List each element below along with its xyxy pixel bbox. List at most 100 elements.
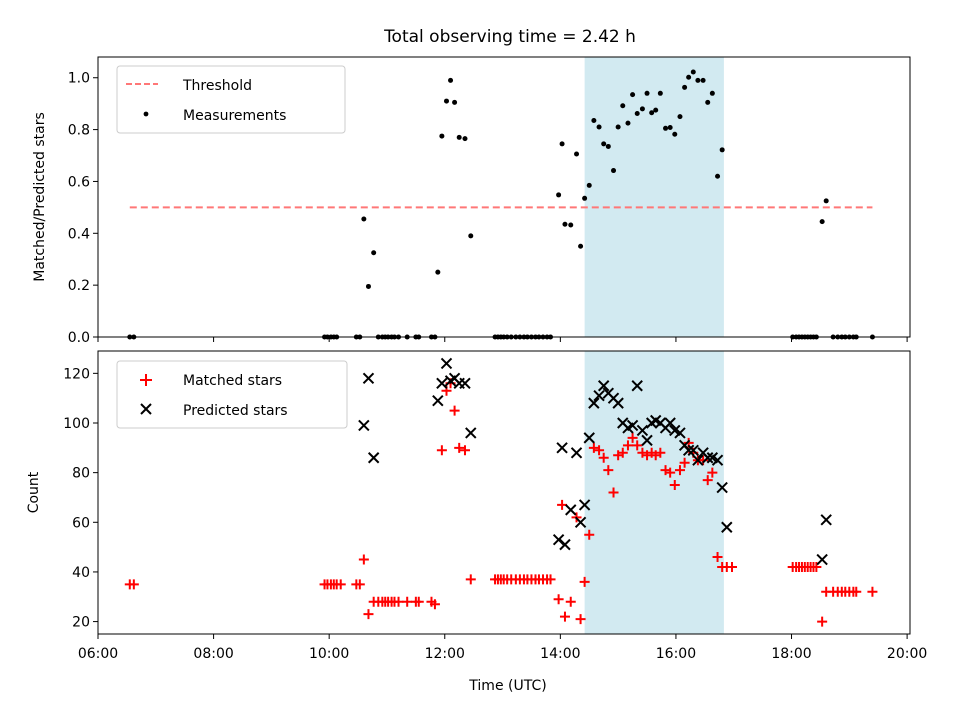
matched-star-point [811, 561, 822, 572]
matched-star-point [627, 432, 638, 443]
matched-star-point [702, 475, 713, 486]
measurement-point [556, 192, 562, 198]
predicted-star-point [612, 397, 624, 409]
matched-star-point [712, 552, 723, 563]
matched-star-point [851, 586, 862, 597]
measurement-point [677, 114, 683, 120]
matched-star-point [632, 440, 643, 451]
measurement-point [448, 77, 454, 83]
matched-star-point [608, 487, 619, 498]
predicted-star-point [362, 372, 375, 385]
measurement-point [611, 168, 617, 174]
matched-star-point [679, 457, 690, 468]
bottom-y-axis-label: Count [26, 471, 42, 513]
measurement-point [456, 134, 462, 140]
matched-star-point [669, 480, 680, 491]
measurement-point [371, 250, 377, 256]
predicted-star-point [820, 514, 832, 526]
matched-star-point [449, 405, 460, 416]
x-tick-label: 06:00 [78, 646, 118, 662]
y-tick-label: 120 [63, 366, 90, 382]
predicted-star-point [631, 380, 643, 392]
measurement-point [435, 269, 441, 275]
matched-star-point [465, 574, 476, 585]
measurement-point [686, 74, 692, 80]
measurement-point [439, 133, 445, 139]
legend-matched-swatch [140, 374, 152, 386]
chart-title: Total observing time = 2.42 h [383, 27, 636, 47]
matched-star-point [402, 596, 413, 607]
measurement-point [630, 92, 636, 98]
y-tick-label: 80 [72, 466, 90, 482]
top-x-ticks [97, 337, 908, 342]
measurement-point [625, 120, 631, 126]
x-tick-label: 18:00 [771, 646, 811, 662]
legend-threshold-label: Threshold [182, 78, 252, 94]
measurement-point [690, 69, 696, 75]
measurement-point [452, 99, 458, 105]
predicted-star-point [367, 452, 380, 464]
measurement-point [644, 90, 650, 96]
predicted-star-point [711, 454, 724, 466]
predicted-star-point [641, 434, 653, 447]
predicted-star-point [597, 380, 610, 392]
measurement-point [586, 182, 592, 188]
measurement-point [639, 106, 645, 112]
predicted-star-point [626, 419, 639, 432]
matched-star-point [436, 445, 447, 456]
measurement-point [719, 147, 725, 153]
predicted-star-point [436, 377, 448, 389]
matched-star-point [354, 579, 365, 590]
matched-star-point [579, 576, 590, 587]
measurement-point [653, 107, 659, 113]
predicted-star-point [559, 538, 571, 551]
measurement-point [591, 118, 597, 124]
matched-star-point [557, 499, 568, 510]
measurement-point [823, 198, 829, 204]
matched-star-point [867, 586, 878, 597]
matched-star-point [726, 561, 737, 572]
bottom-y-ticks: 20 40 60 80 100 120 [63, 366, 98, 631]
x-tick-label: 12:00 [425, 646, 465, 662]
legend-predicted-swatch [140, 403, 152, 415]
matched-star-point [429, 599, 440, 610]
predicted-star-point [816, 553, 828, 566]
measurement-point [657, 90, 663, 96]
bottom-x-ticks: 06:00 08:00 10:00 12:00 14:00 16:00 18:00 20:00 [78, 634, 927, 662]
predicted-star-point [682, 444, 695, 457]
matched-star-point [575, 614, 586, 625]
top-legend: Threshold Measurements [116, 65, 346, 134]
x-tick-label: 10:00 [309, 646, 349, 662]
y-tick-label: 60 [72, 515, 90, 531]
measurement-point [559, 141, 565, 147]
matched-star-point [622, 440, 633, 451]
measurement-point [715, 173, 721, 179]
x-tick-label: 16:00 [656, 646, 696, 662]
top-legend-box [116, 65, 346, 134]
matched-star-point [707, 467, 718, 478]
measurement-point [462, 136, 468, 142]
top-panel: 0.0 0.2 0.4 0.6 0.8 1.0 Matched/Predicted sta… [32, 56, 911, 346]
predicted-star-point [721, 521, 733, 533]
predicted-star-point [432, 394, 444, 407]
predicted-star-point [702, 452, 714, 464]
matched-star-point [363, 609, 374, 620]
predicted-star-point [692, 454, 704, 466]
predicted-star-point [687, 444, 699, 457]
measurement-point [361, 216, 367, 222]
measurement-point [578, 243, 584, 249]
matched-star-point [393, 596, 404, 607]
matched-star-point [128, 579, 139, 590]
measurement-point [620, 103, 626, 109]
y-tick-label: 100 [63, 416, 90, 432]
legend-measurement-swatch [143, 111, 149, 117]
y-tick-label: 0.0 [68, 330, 90, 346]
y-tick-label: 40 [72, 565, 90, 581]
measurement-point [705, 99, 711, 105]
y-tick-label: 0.6 [68, 174, 90, 190]
measurement-point [468, 233, 474, 239]
matched-star-point [584, 529, 595, 540]
matched-star-point [674, 465, 685, 476]
bottom-legend: Matched stars Predicted stars [116, 360, 348, 429]
